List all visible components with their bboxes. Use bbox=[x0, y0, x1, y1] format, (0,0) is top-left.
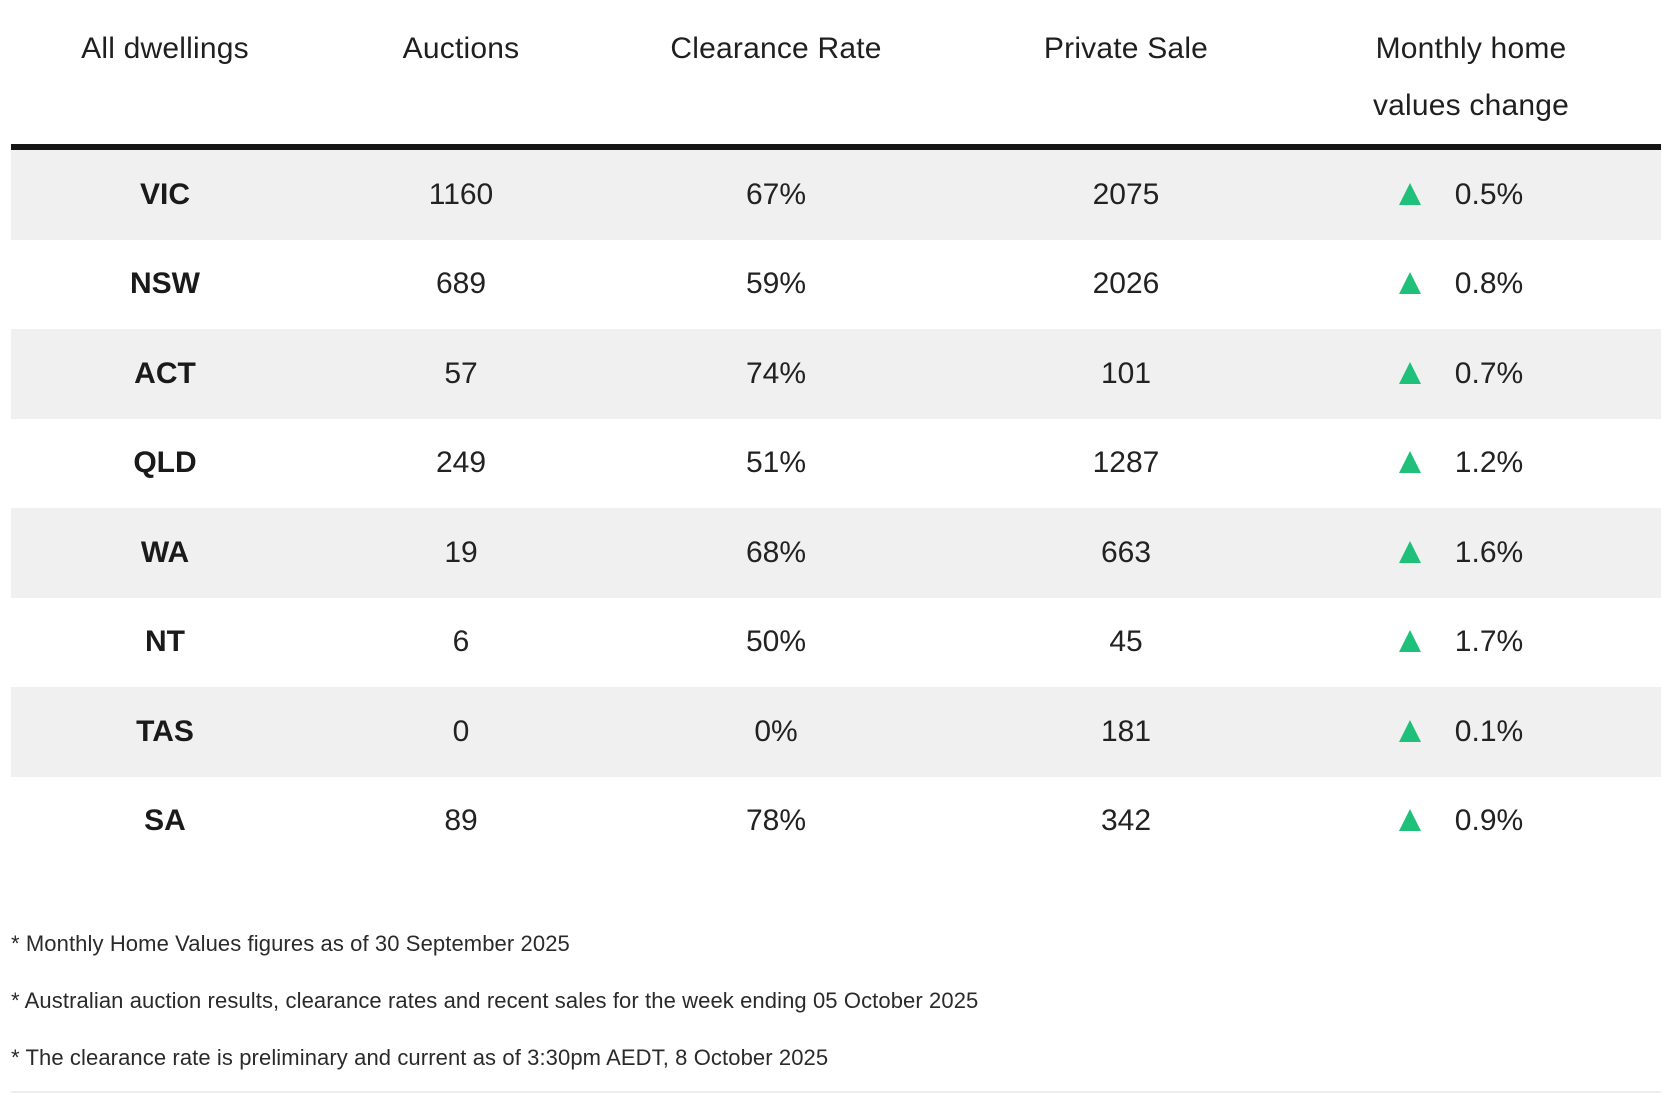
table-row: WA 19 68% 663 1.6% bbox=[11, 508, 1661, 598]
monthly-change-value: 0.8% bbox=[1454, 267, 1524, 301]
cell-private-sale: 2026 bbox=[1092, 267, 1160, 301]
table-row: QLD 249 51% 1287 1.2% bbox=[11, 419, 1661, 509]
cell-monthly-change: 1.2% bbox=[1281, 446, 1661, 480]
footnote-monthly-home-values: * Monthly Home Values figures as of 30 S… bbox=[11, 931, 570, 956]
header-clearance-rate: Clearance Rate bbox=[581, 0, 971, 144]
header-monthly-home-values-change: Monthly home values change bbox=[1281, 0, 1661, 144]
header-label-line1: Monthly home bbox=[1375, 32, 1567, 65]
cell-auctions: 689 bbox=[435, 267, 487, 301]
up-triangle-icon bbox=[1398, 361, 1421, 384]
monthly-change-value: 0.9% bbox=[1454, 804, 1524, 838]
header-private-sale: Private Sale bbox=[971, 0, 1281, 144]
cell-clearance-rate: 67% bbox=[745, 177, 807, 211]
header-auctions: Auctions bbox=[341, 0, 581, 144]
cell-auctions: 6 bbox=[452, 625, 470, 659]
cell-state: SA bbox=[144, 804, 186, 838]
cell-private-sale: 2075 bbox=[1092, 177, 1160, 211]
table-row: NT 6 50% 45 1.7% bbox=[11, 598, 1661, 688]
cell-private-sale: 1287 bbox=[1092, 446, 1160, 480]
up-triangle-icon bbox=[1398, 182, 1421, 205]
cell-state: NSW bbox=[130, 267, 200, 301]
up-triangle-icon bbox=[1398, 719, 1421, 742]
cell-clearance-rate: 68% bbox=[745, 535, 807, 569]
table-row: SA 89 78% 342 0.9% bbox=[11, 777, 1661, 867]
table-body: VIC 1160 67% 2075 0.5% NSW 689 59% 2026 0.8% ACT 57… bbox=[11, 150, 1661, 866]
cell-state: VIC bbox=[139, 177, 190, 211]
cell-private-sale: 181 bbox=[1100, 714, 1152, 748]
table-row: TAS 0 0% 181 0.1% bbox=[11, 687, 1661, 777]
cell-clearance-rate: 78% bbox=[745, 804, 807, 838]
cell-state: ACT bbox=[134, 356, 196, 390]
monthly-change-value: 1.2% bbox=[1454, 446, 1524, 480]
cell-auctions: 19 bbox=[444, 535, 478, 569]
cell-monthly-change: 0.7% bbox=[1281, 357, 1661, 391]
cell-state: NT bbox=[145, 625, 185, 659]
cell-auctions: 1160 bbox=[428, 177, 494, 211]
cell-auctions: 89 bbox=[444, 804, 478, 838]
cell-monthly-change: 0.1% bbox=[1281, 715, 1661, 749]
cell-clearance-rate: 0% bbox=[754, 714, 798, 748]
cell-clearance-rate: 59% bbox=[745, 267, 807, 301]
cell-clearance-rate: 74% bbox=[745, 356, 807, 390]
cell-monthly-change: 0.9% bbox=[1281, 804, 1661, 838]
up-triangle-icon bbox=[1398, 272, 1421, 295]
cell-auctions: 0 bbox=[452, 714, 470, 748]
cell-state: WA bbox=[140, 535, 190, 569]
cell-private-sale: 101 bbox=[1100, 356, 1152, 390]
monthly-change-value: 0.7% bbox=[1454, 356, 1524, 390]
table-header: All dwellings Auctions Clearance Rate Pr… bbox=[11, 0, 1661, 150]
up-triangle-icon bbox=[1398, 630, 1421, 653]
cell-state: TAS bbox=[136, 714, 194, 748]
up-triangle-icon bbox=[1398, 809, 1421, 832]
cell-auctions: 249 bbox=[435, 446, 487, 480]
table-row: NSW 689 59% 2026 0.8% bbox=[11, 240, 1661, 330]
cell-monthly-change: 0.8% bbox=[1281, 267, 1661, 301]
header-label: All dwellings bbox=[81, 32, 249, 65]
monthly-change-value: 0.5% bbox=[1454, 177, 1524, 211]
monthly-change-value: 1.7% bbox=[1454, 625, 1524, 659]
footnote-clearance-rate-preliminary: * The clearance rate is preliminary and … bbox=[11, 1045, 829, 1070]
auction-results-table: All dwellings Auctions Clearance Rate Pr… bbox=[11, 0, 1661, 866]
header-label: Auctions bbox=[402, 32, 520, 65]
cell-clearance-rate: 50% bbox=[745, 625, 807, 659]
cell-private-sale: 342 bbox=[1100, 804, 1152, 838]
footnote-auction-results-week: * Australian auction results, clearance … bbox=[11, 988, 979, 1013]
header-label: Clearance Rate bbox=[670, 32, 882, 65]
cell-private-sale: 663 bbox=[1100, 535, 1152, 569]
cell-auctions: 57 bbox=[444, 356, 478, 390]
table-row: ACT 57 74% 101 0.7% bbox=[11, 329, 1661, 419]
cell-monthly-change: 1.6% bbox=[1281, 536, 1661, 570]
up-triangle-icon bbox=[1398, 540, 1421, 563]
header-label-line2: values change bbox=[1372, 89, 1570, 122]
table-row: VIC 1160 67% 2075 0.5% bbox=[11, 150, 1661, 240]
cell-monthly-change: 0.5% bbox=[1281, 178, 1661, 212]
monthly-change-value: 1.6% bbox=[1454, 535, 1524, 569]
bottom-divider bbox=[11, 1091, 1661, 1093]
cell-monthly-change: 1.7% bbox=[1281, 625, 1661, 659]
up-triangle-icon bbox=[1398, 451, 1421, 474]
header-all-dwellings: All dwellings bbox=[11, 0, 341, 144]
cell-private-sale: 45 bbox=[1109, 625, 1143, 659]
footnotes: * Monthly Home Values figures as of 30 S… bbox=[11, 930, 1661, 1096]
header-label: Private Sale bbox=[1043, 32, 1209, 65]
monthly-change-value: 0.1% bbox=[1454, 714, 1524, 748]
cell-state: QLD bbox=[133, 446, 197, 480]
cell-clearance-rate: 51% bbox=[745, 446, 807, 480]
